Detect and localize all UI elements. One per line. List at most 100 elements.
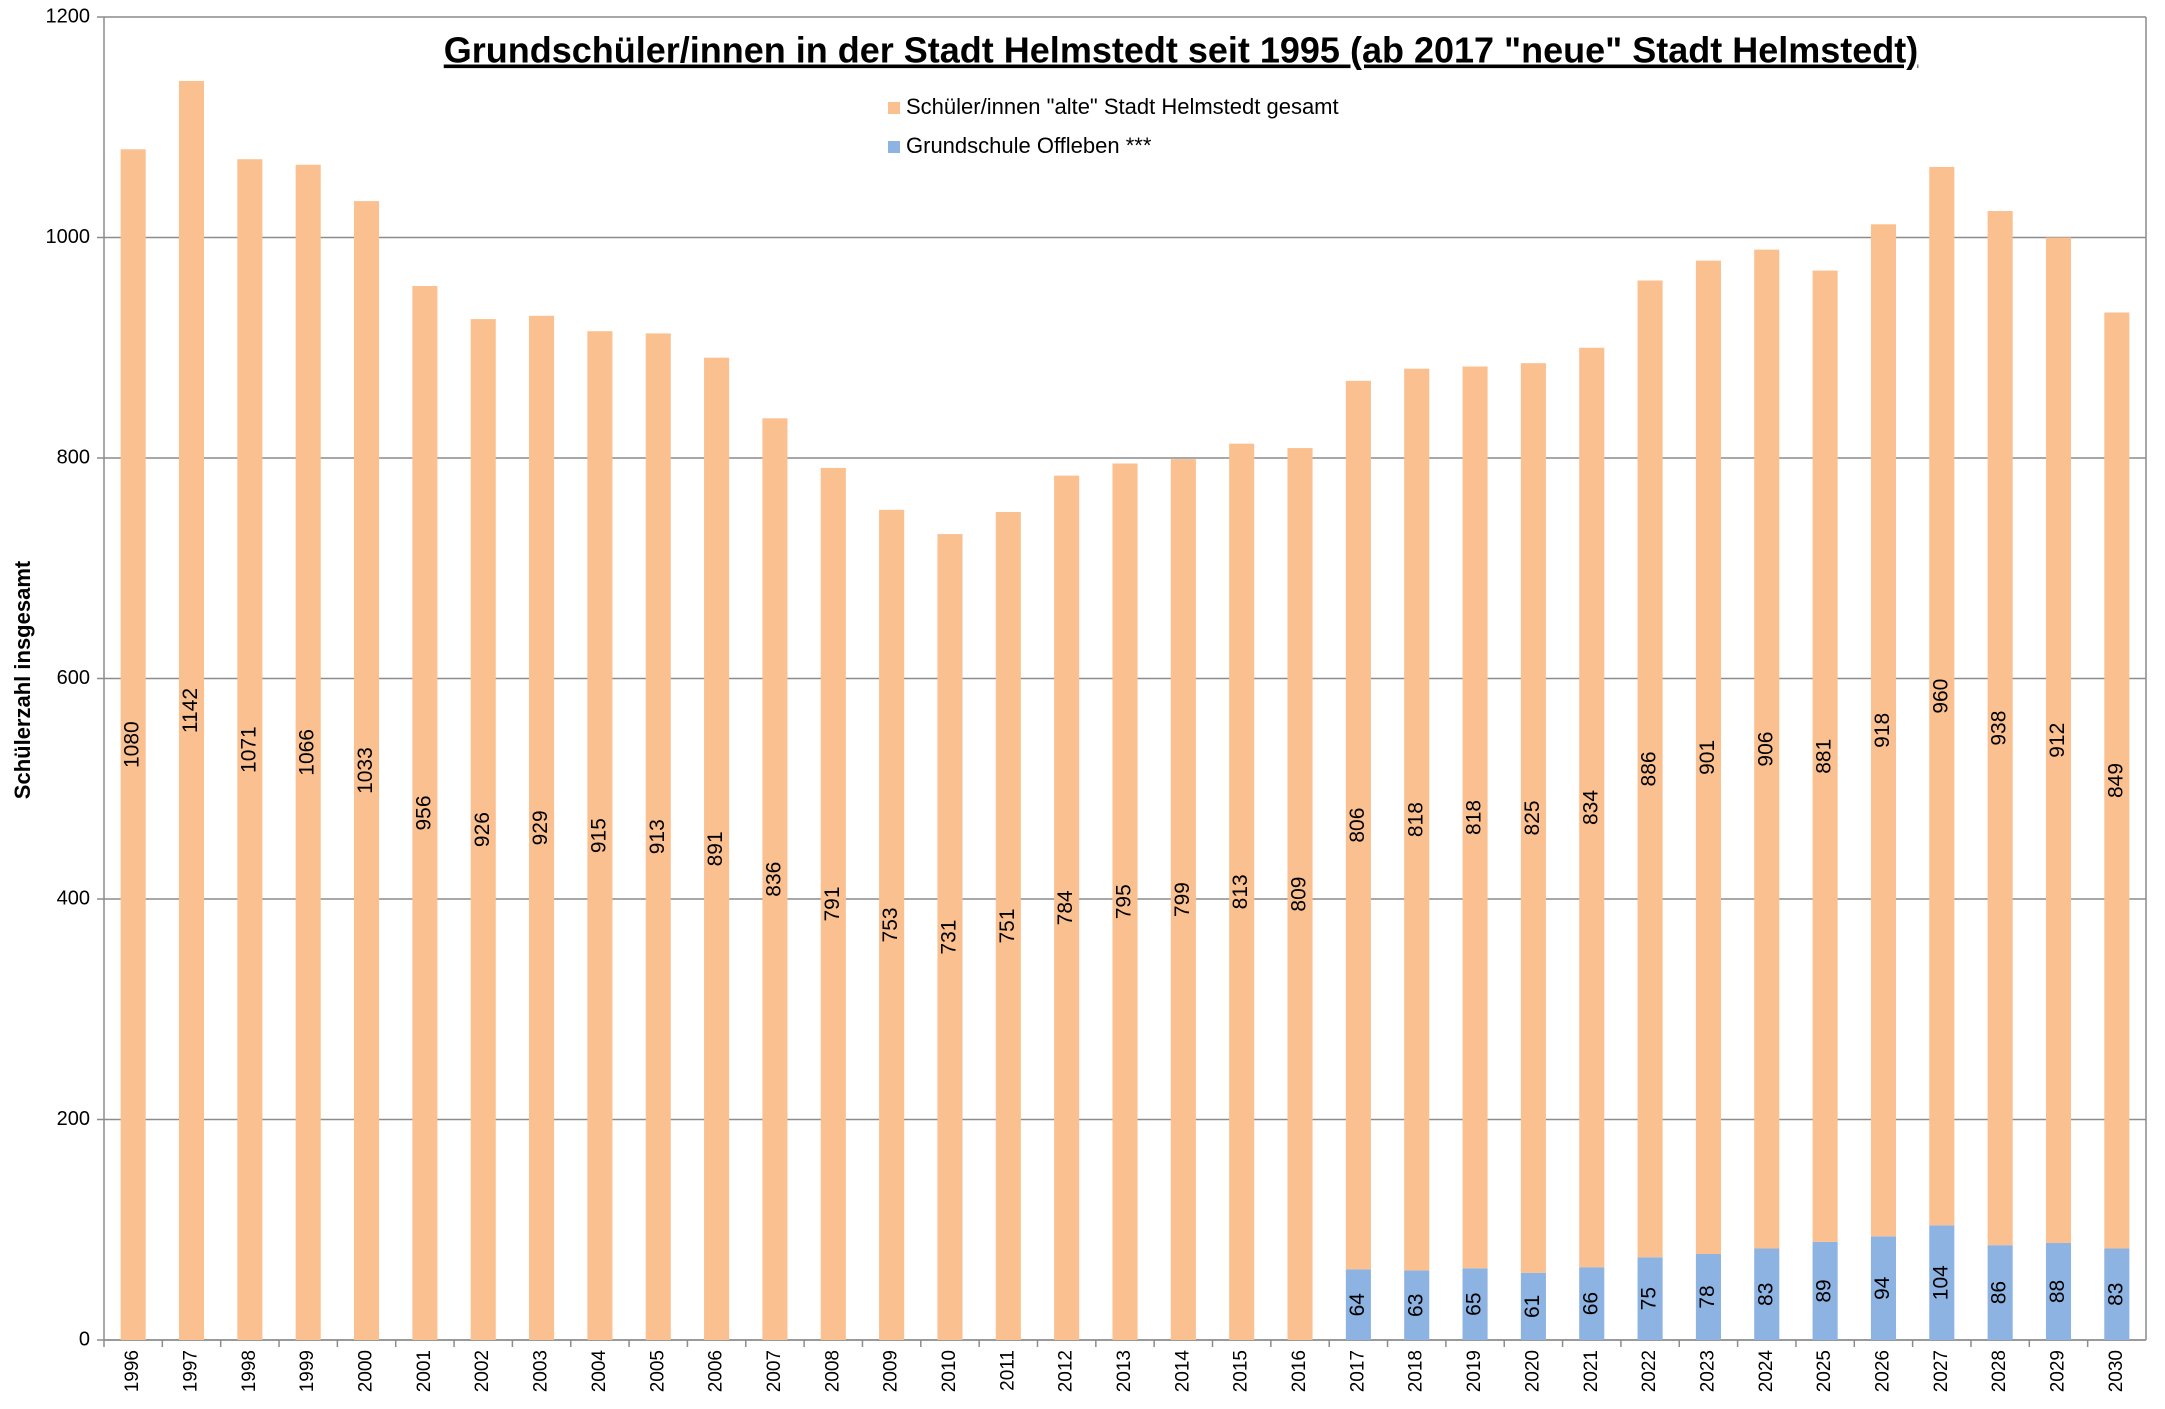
y-tick-label: 800	[57, 446, 90, 468]
value-label: 918	[1871, 713, 1894, 748]
y-tick-label: 1000	[46, 226, 91, 248]
value-label: 1142	[179, 688, 202, 733]
x-tick-label: 2029	[2048, 1350, 2069, 1392]
bar-segment	[762, 418, 788, 1340]
bar-segment	[2104, 312, 2130, 1249]
x-tick-label: 1996	[122, 1350, 143, 1392]
value-label: 83	[1754, 1283, 1777, 1306]
value-label: 1071	[237, 726, 260, 773]
y-tick-label: 600	[57, 667, 90, 689]
value-label: 751	[996, 908, 1019, 943]
x-tick-label: 2017	[1347, 1350, 1368, 1392]
bar-segment	[178, 80, 205, 1341]
x-tick-label: 2003	[531, 1350, 552, 1392]
value-label: 912	[2046, 723, 2069, 758]
y-tick-label: 0	[79, 1328, 90, 1350]
value-label: 926	[471, 812, 494, 847]
bar-segment	[587, 331, 613, 1340]
value-label: 906	[1754, 732, 1777, 767]
bar-segment	[2104, 1248, 2130, 1340]
value-label: 938	[1988, 711, 2011, 746]
bar-segment	[820, 467, 846, 1340]
value-label: 929	[529, 810, 552, 845]
x-tick-label: 1998	[239, 1350, 260, 1392]
value-label: 799	[1171, 882, 1194, 917]
x-tick-label: 2008	[822, 1350, 843, 1392]
bar-segment	[1870, 224, 1897, 1237]
x-tick-label: 2023	[1697, 1350, 1718, 1392]
bar-segment	[529, 315, 555, 1341]
x-tick-label: 2002	[472, 1350, 493, 1392]
x-tick-label: 2004	[589, 1350, 610, 1393]
bar-segment	[1520, 363, 1546, 1273]
value-label: 86	[1988, 1281, 2011, 1304]
value-label: 78	[1696, 1285, 1719, 1308]
bar-segment	[1054, 475, 1080, 1340]
y-tick-label: 200	[57, 1108, 90, 1130]
bar-segment	[1812, 1241, 1838, 1340]
x-tick-label: 2012	[1056, 1350, 1077, 1392]
value-label: 66	[1579, 1292, 1602, 1315]
bar-segment	[1695, 260, 1721, 1255]
x-tick-label: 2025	[1814, 1350, 1835, 1392]
bar-segment	[937, 534, 963, 1340]
bar-segment	[1345, 380, 1371, 1270]
value-label: 795	[1113, 884, 1136, 919]
bar-segment	[295, 164, 321, 1341]
x-tick-label: 2005	[647, 1350, 668, 1392]
bar-segment	[1229, 443, 1255, 1341]
value-label: 813	[1229, 874, 1252, 909]
x-tick-label: 2006	[706, 1350, 727, 1392]
x-tick-label: 2014	[1172, 1350, 1193, 1393]
bar-segment	[1754, 249, 1780, 1249]
value-label: 1066	[296, 729, 319, 776]
x-tick-label: 2022	[1639, 1350, 1660, 1392]
value-label: 891	[704, 831, 727, 866]
bar-segment	[1637, 1257, 1663, 1340]
x-tick-label: 2021	[1581, 1350, 1602, 1392]
bar-segment	[995, 512, 1021, 1340]
x-tick-label: 2027	[1931, 1350, 1952, 1392]
x-tick-label: 2000	[356, 1350, 377, 1392]
x-tick-label: 1999	[297, 1350, 318, 1392]
legend-label: Grundschule Offleben ***	[906, 133, 1152, 158]
bar-segment	[1754, 1248, 1780, 1340]
bar-segment	[1987, 211, 2013, 1246]
value-label: 64	[1346, 1293, 1369, 1317]
value-label: 1080	[121, 721, 144, 768]
bar-segment	[879, 509, 905, 1340]
bar-segment	[1579, 347, 1605, 1268]
value-label: 65	[1463, 1292, 1486, 1315]
legend-swatch	[888, 102, 900, 114]
bar-segment	[1870, 1236, 1897, 1340]
x-tick-label: 2011	[997, 1350, 1018, 1391]
bar-segment	[353, 201, 380, 1341]
value-label: 809	[1288, 877, 1311, 912]
bar-segment	[237, 159, 263, 1340]
x-tick-label: 2007	[764, 1350, 785, 1392]
bar-segment	[1287, 448, 1313, 1340]
value-label: 849	[2104, 763, 2127, 798]
value-label: 88	[2046, 1280, 2069, 1303]
x-tick-label: 2016	[1289, 1350, 1310, 1392]
chart-title: Grundschüler/innen in der Stadt Helmsted…	[444, 30, 1919, 71]
y-tick-label: 1200	[46, 5, 91, 27]
value-label: 83	[2104, 1283, 2127, 1306]
bar-segment	[1462, 366, 1488, 1269]
y-axis-label: Schülerzahl insgesamt	[10, 560, 35, 799]
bar-segment	[704, 357, 730, 1340]
legend-label: Schüler/innen "alte" Stadt Helmstedt ges…	[906, 94, 1339, 119]
bar-segment	[470, 319, 496, 1341]
value-label: 901	[1696, 740, 1719, 775]
x-tick-label: 2019	[1464, 1350, 1485, 1392]
x-tick-label: 2024	[1756, 1350, 1777, 1393]
value-label: 881	[1813, 739, 1836, 774]
value-label: 731	[938, 920, 961, 955]
bar-segment	[1112, 463, 1138, 1340]
bar-segment	[1695, 1254, 1721, 1340]
bar-segment	[1579, 1267, 1605, 1340]
value-label: 753	[879, 907, 902, 942]
value-label: 1033	[354, 747, 377, 794]
